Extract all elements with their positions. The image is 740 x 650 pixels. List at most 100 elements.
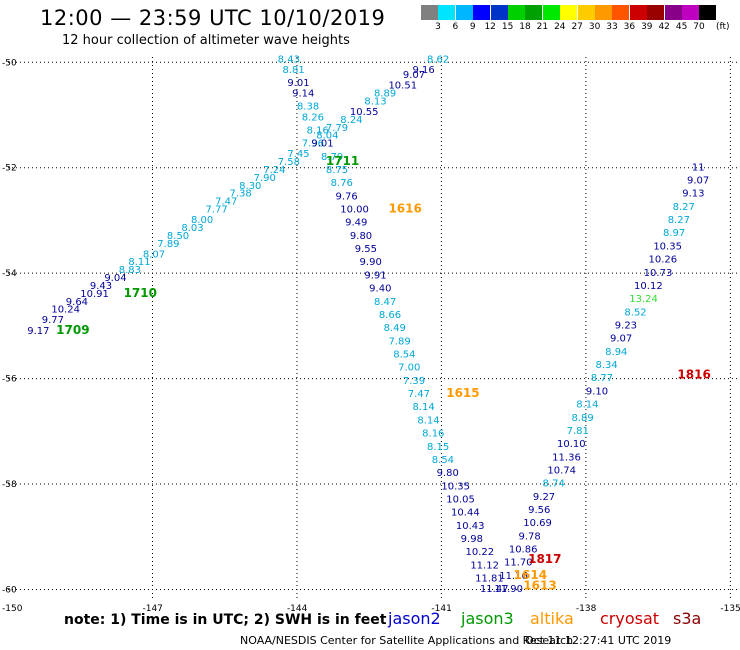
pass-time-label: 1817: [528, 552, 561, 566]
wave-height-value: 7.79: [326, 123, 348, 134]
scale-label: 39: [641, 22, 653, 32]
legend-jason3: jason3: [461, 609, 514, 628]
wave-height-value: 8.77: [591, 373, 613, 384]
scale-swatch: [490, 5, 508, 20]
wave-height-value: 9.10: [586, 386, 608, 397]
wave-height-value: 7.00: [398, 363, 420, 374]
scale-swatch: [525, 5, 543, 20]
wave-height-value: 8.34: [596, 360, 618, 371]
wave-height-value: 8.74: [543, 479, 565, 490]
wave-height-value: 11.81: [475, 574, 504, 585]
legend-note: note: 1) Time is in UTC; 2) SWH is in fe…: [64, 612, 387, 628]
wave-height-value: 10.05: [446, 494, 475, 505]
wave-height-value: 7.77: [205, 205, 227, 216]
wave-height-value: 9.40: [369, 284, 391, 295]
wave-height-value: 9.07: [687, 176, 709, 187]
wave-height-value: 11.90: [494, 584, 523, 595]
wave-height-value: 10.91: [80, 289, 109, 300]
scale-label: 12: [484, 22, 496, 32]
wave-height-value: 9.01: [311, 139, 333, 150]
wave-height-value: 8.24: [340, 115, 362, 126]
wave-height-value: 8.14: [417, 415, 439, 426]
wave-height-value: 7.45: [287, 149, 309, 160]
wave-height-value: 9.64: [66, 297, 88, 308]
wave-height-value: 10.26: [649, 255, 678, 266]
wave-height-value: 9.90: [360, 257, 382, 268]
wave-height-values: 9.179.7710.249.6410.919.439.048.838.118.…: [27, 54, 709, 595]
scale-label: 21: [536, 22, 549, 32]
wave-height-value: 8.14: [576, 400, 598, 411]
wave-height-value: 8.15: [427, 442, 449, 453]
wave-height-value: 9.27: [533, 492, 555, 503]
wave-height-value: 13.24: [629, 294, 658, 305]
lon-tick-label: -141: [431, 604, 451, 614]
wave-height-value: 10.43: [456, 521, 485, 532]
wave-height-value: 8.89: [571, 413, 593, 424]
scale-swatch: [595, 5, 612, 20]
wave-height-value: 9.49: [345, 218, 367, 229]
lat-tick-label: -54: [2, 269, 17, 279]
wave-height-value: 8.38: [297, 102, 319, 113]
legend-jason2: jason2: [388, 609, 441, 628]
wave-height-value: 7.96: [302, 139, 324, 150]
wave-height-value: 8.76: [331, 178, 353, 189]
scale-label: 45: [675, 22, 688, 32]
wave-height-value: 9.91: [364, 270, 386, 281]
wave-height-value: 7.47: [408, 389, 430, 400]
wave-height-value: 10.00: [340, 205, 369, 216]
map-title: 12:00 — 23:59 UTC 10/10/2019: [40, 6, 386, 30]
lon-tick-label: -144: [287, 604, 308, 614]
wave-height-value: 9.07: [610, 334, 632, 345]
scale-swatch: [421, 5, 438, 20]
wave-height-value: 8.11: [128, 257, 150, 268]
lon-tick-label: -147: [142, 604, 162, 614]
lat-tick-label: -52: [2, 164, 17, 174]
wave-height-value: 9.13: [682, 189, 704, 200]
lon-tick-label: -138: [576, 604, 597, 614]
scale-label: 9: [469, 22, 476, 32]
map-grid: [8, 57, 740, 600]
wave-height-value: 8.43: [278, 54, 300, 65]
lat-tick-label: -60: [2, 585, 17, 595]
wave-height-value: 7.58: [278, 157, 300, 168]
scale-label: 27: [571, 22, 583, 32]
wave-height-value: 10.44: [451, 508, 480, 519]
pass-time-label: 1710: [124, 286, 157, 300]
scale-label: 18: [519, 22, 531, 32]
legend-s3a: s3a: [673, 609, 702, 628]
wave-height-value: 11.16: [499, 571, 528, 582]
scale-label: 36: [623, 22, 636, 32]
wave-height-value: 8.54: [432, 455, 454, 466]
scale-label: 24: [554, 22, 566, 32]
wave-height-value: 8.49: [384, 323, 406, 334]
wave-height-value: 7.89: [157, 239, 179, 250]
scale-swatch: [473, 5, 491, 20]
scale-swatch: [699, 5, 717, 20]
wave-height-value: 9.23: [615, 321, 637, 332]
wave-height-value: 7.90: [254, 173, 276, 184]
wave-height-value: 8.79: [321, 152, 343, 163]
lon-tick-label: -135: [720, 604, 740, 614]
wave-height-value: 8.27: [668, 215, 690, 226]
wave-height-value: 9.04: [104, 273, 126, 284]
scale-swatch: [629, 5, 647, 20]
wave-height-value: 8.75: [326, 165, 348, 176]
wave-height-value: 8.13: [364, 96, 386, 107]
wave-height-value: 9.80: [437, 468, 459, 479]
wave-height-value: 7.47: [215, 197, 237, 208]
wave-height-value: 8.66: [379, 310, 401, 321]
wave-height-value: 8.04: [316, 131, 338, 142]
map-ticks: -50 -52 -54 -56 -58 -60 -150 -147 -144 -141 -138 -1…: [2, 58, 740, 614]
pass-time-label: 1709: [56, 323, 89, 337]
scale-swatch: [682, 5, 699, 20]
scale-label: 42: [658, 22, 670, 32]
wave-height-value: 11.12: [470, 560, 499, 571]
scale-swatch: [508, 5, 525, 20]
scale-swatch: [647, 5, 665, 20]
pass-time-label: 1614: [514, 568, 547, 582]
footer-timestamp: Oct 11 12:27:41 UTC 2019: [525, 634, 672, 647]
wave-height-value: 8.81: [283, 65, 305, 76]
scale-swatch: [577, 5, 595, 20]
